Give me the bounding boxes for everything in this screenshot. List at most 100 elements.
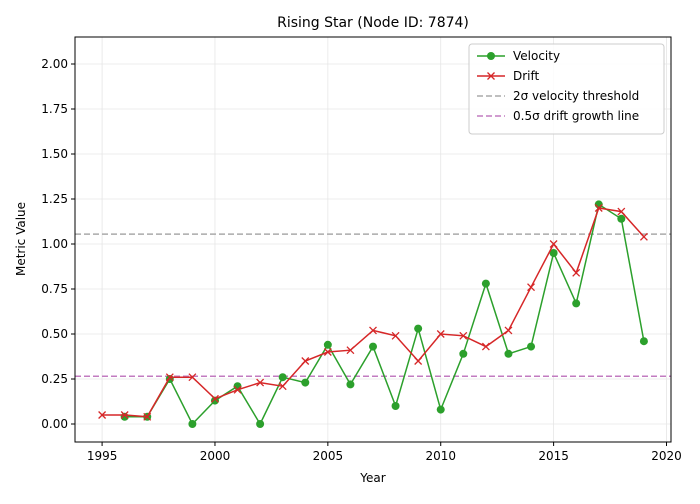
- data-point-velocity: [120, 412, 129, 421]
- x-marker-stroke: [459, 331, 468, 340]
- data-point-drift: [391, 331, 400, 340]
- series-layer: [98, 200, 648, 428]
- legend-label: 2σ velocity threshold: [513, 89, 639, 103]
- data-point-drift: [211, 394, 219, 403]
- data-point-drift: [165, 373, 174, 382]
- legend-label: Drift: [513, 69, 540, 83]
- data-point-drift: [143, 412, 152, 421]
- data-point-velocity: [527, 342, 536, 351]
- plot-frame: [74, 36, 672, 443]
- data-point-drift: [549, 240, 558, 248]
- y-axis-label: Metric Value: [14, 202, 28, 276]
- x-tick-label: 2010: [425, 449, 456, 463]
- data-point-drift: [527, 283, 535, 292]
- data-point-velocity: [436, 405, 445, 414]
- data-point-drift: [639, 232, 648, 241]
- data-point-velocity: [459, 349, 468, 358]
- data-point-drift: [617, 207, 626, 216]
- data-point-drift: [459, 331, 468, 340]
- y-tick-label: 1.50: [41, 147, 68, 161]
- data-point-velocity: [301, 378, 310, 387]
- y-tick-label: 0.00: [41, 417, 68, 431]
- data-point-velocity: [549, 249, 558, 257]
- data-point-velocity: [323, 340, 332, 349]
- y-tick-label: 1.75: [41, 102, 68, 116]
- data-point-drift: [120, 411, 129, 419]
- x-marker-stroke: [572, 268, 581, 277]
- x-tick-label: 2015: [538, 449, 569, 463]
- legend-marker: [487, 72, 495, 80]
- y-tick-label: 0.75: [41, 282, 68, 296]
- legend-label: 0.5σ drift growth line: [513, 109, 639, 123]
- y-tick-label: 0.50: [41, 327, 68, 341]
- data-point-drift: [436, 330, 445, 338]
- legend-item: 2σ velocity threshold: [477, 89, 639, 103]
- reference-lines: [75, 233, 671, 378]
- x-marker-stroke: [391, 331, 400, 340]
- x-axis-label: Year: [359, 471, 385, 485]
- data-point-drift: [481, 342, 490, 351]
- data-point-drift: [301, 357, 310, 365]
- x-marker-stroke: [323, 348, 332, 356]
- data-point-velocity: [369, 342, 377, 351]
- data-point-velocity: [617, 214, 626, 223]
- data-point-velocity: [414, 324, 423, 333]
- y-tick-label: 2.00: [41, 57, 68, 71]
- x-tick-label: 1995: [87, 449, 118, 463]
- data-point-drift: [256, 378, 265, 387]
- x-marker-stroke: [369, 326, 377, 335]
- x-marker-stroke: [527, 283, 535, 292]
- x-marker-stroke: [549, 240, 558, 248]
- x-marker-stroke: [120, 411, 129, 419]
- x-marker-stroke: [98, 411, 107, 419]
- data-point-velocity: [481, 279, 490, 288]
- legend-item: Velocity: [477, 49, 560, 63]
- ticks-layer: 1995 2000 2005 2010 2015 2020 0.00 0.25 0.50 0.75…: [41, 57, 681, 463]
- x-marker-stroke: [481, 342, 490, 351]
- chart-title: Rising Star (Node ID: 7874): [277, 15, 469, 31]
- data-point-drift: [572, 268, 581, 277]
- legend: Velocity Drift 2σ velocity threshold 0.5σ d…: [468, 43, 665, 135]
- x-marker-stroke: [165, 373, 174, 382]
- x-marker-stroke: [211, 394, 219, 403]
- data-point-velocity: [346, 380, 355, 389]
- data-point-drift: [414, 357, 423, 365]
- data-point-drift: [594, 204, 603, 212]
- data-point-drift: [98, 411, 107, 419]
- x-marker-stroke: [346, 346, 355, 355]
- x-marker-stroke: [639, 232, 648, 241]
- x-marker-stroke: [143, 412, 152, 421]
- x-marker-stroke: [256, 378, 265, 387]
- data-point-velocity: [278, 373, 287, 382]
- x-tick-label: 2020: [651, 449, 682, 463]
- data-point-drift: [323, 348, 332, 356]
- y-tick-label: 1.00: [41, 237, 68, 251]
- data-point-velocity: [639, 337, 648, 346]
- data-point-drift: [504, 326, 513, 335]
- x-tick-label: 2005: [313, 449, 344, 463]
- legend-frame: [468, 43, 665, 135]
- x-marker-stroke: [188, 373, 197, 382]
- series-line-velocity: [124, 203, 645, 426]
- series-line-drift: [102, 207, 645, 418]
- data-point-velocity: [256, 420, 265, 428]
- x-marker-stroke: [617, 207, 626, 216]
- x-marker-stroke: [594, 204, 603, 212]
- data-point-drift: [233, 385, 242, 394]
- data-point-velocity: [188, 420, 197, 428]
- data-point-drift: [188, 373, 197, 382]
- x-marker-stroke: [301, 357, 310, 365]
- data-point-velocity: [572, 299, 581, 308]
- x-marker-stroke: [414, 357, 423, 365]
- legend-marker: [487, 52, 495, 60]
- legend-item: Drift: [477, 69, 540, 83]
- x-marker-stroke: [278, 382, 287, 391]
- x-tick-label: 2000: [200, 449, 231, 463]
- x-marker-stroke: [504, 326, 513, 335]
- x-marker-stroke: [233, 385, 242, 394]
- data-point-velocity: [391, 402, 400, 410]
- x-marker-stroke: [436, 330, 445, 338]
- data-point-drift: [346, 346, 355, 355]
